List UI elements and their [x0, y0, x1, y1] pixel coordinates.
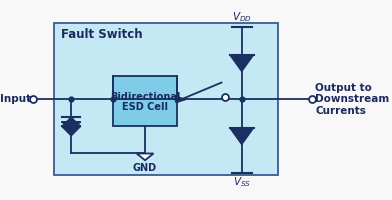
- Text: Bidirectional: Bidirectional: [110, 92, 180, 102]
- Polygon shape: [137, 153, 154, 160]
- Polygon shape: [176, 96, 186, 103]
- Polygon shape: [62, 126, 80, 136]
- Text: Output to
Downstream
Currents: Output to Downstream Currents: [315, 83, 389, 116]
- Polygon shape: [230, 128, 254, 144]
- Text: Fault Switch: Fault Switch: [61, 28, 143, 41]
- Polygon shape: [230, 55, 254, 71]
- FancyBboxPatch shape: [113, 76, 177, 126]
- Text: $V_{SS}$: $V_{SS}$: [233, 175, 251, 189]
- Text: $V_{DD}$: $V_{DD}$: [232, 11, 252, 24]
- Text: Input: Input: [0, 94, 31, 104]
- FancyBboxPatch shape: [54, 23, 278, 175]
- Text: ESD Cell: ESD Cell: [122, 102, 168, 112]
- Text: GND: GND: [133, 163, 157, 173]
- Polygon shape: [62, 117, 80, 126]
- Polygon shape: [62, 122, 80, 131]
